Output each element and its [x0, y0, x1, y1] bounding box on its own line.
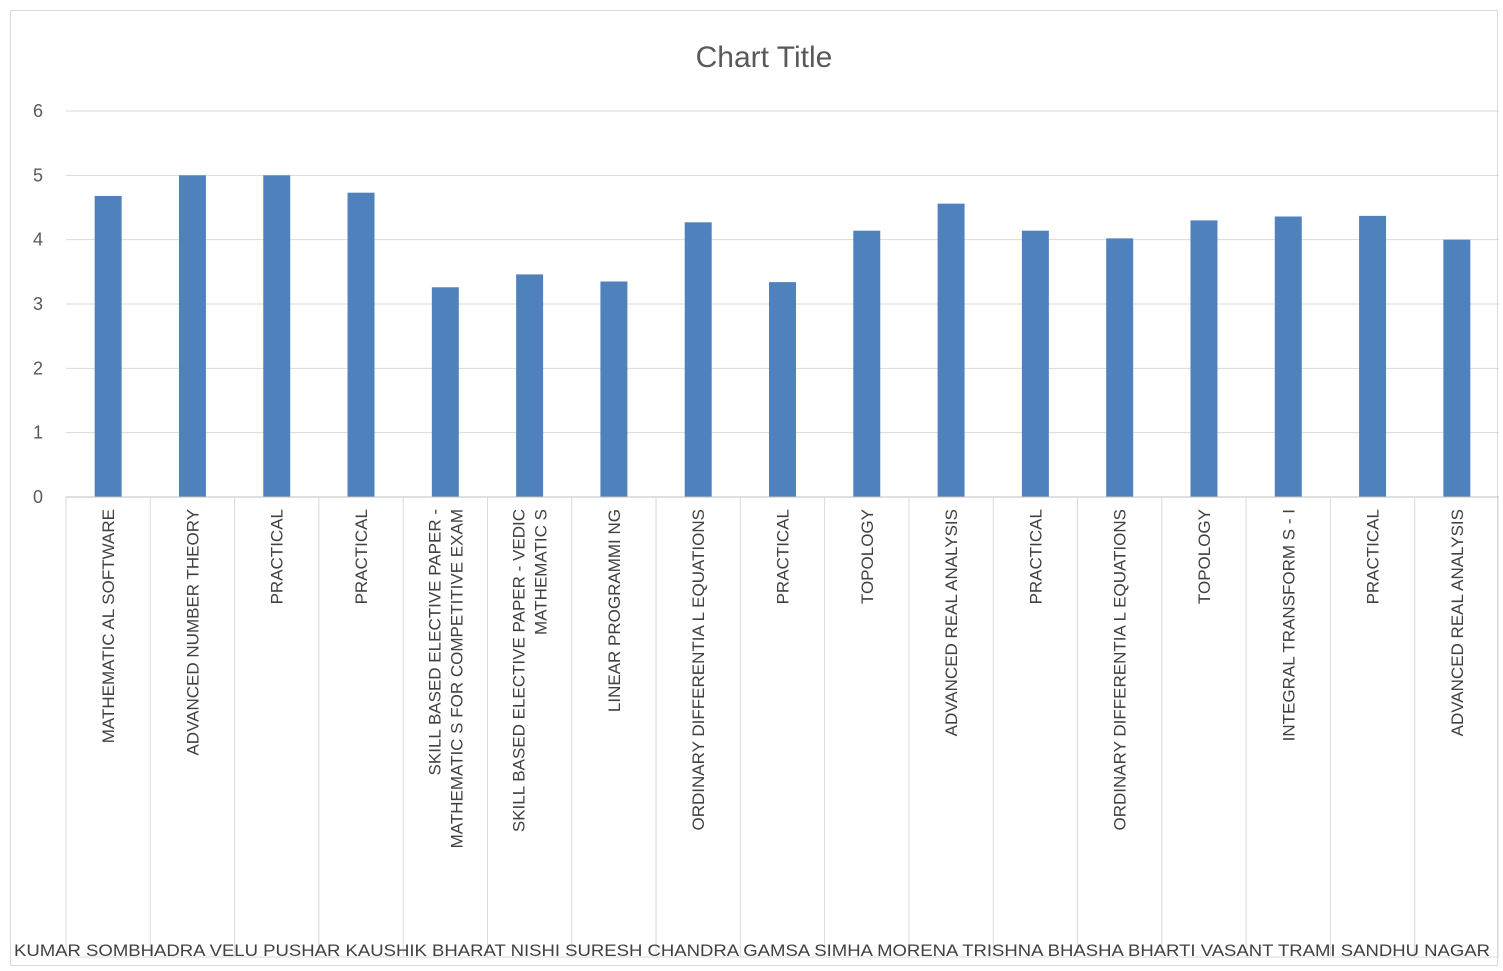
x-tick-label: LINEAR PROGRAMMI NG	[605, 509, 624, 712]
x-tick-label: TOPOLOGY	[1195, 509, 1214, 604]
chart-title: Chart Title	[696, 41, 833, 74]
bar	[937, 203, 965, 497]
bar	[431, 287, 459, 497]
x-tick-label: MATHEMATIC S	[532, 509, 551, 635]
y-tick-label: 4	[33, 230, 43, 250]
bar-chart: Chart Title 0 1 2 3 4 5 6 MATHEMATIC AL SOFTWAR…	[14, 41, 1499, 960]
bar	[600, 281, 628, 497]
bar	[178, 175, 206, 498]
bar	[1274, 216, 1302, 498]
x-tick-label: TOPOLOGY	[858, 509, 877, 604]
x-tick-label: ORDINARY DIFFERENTIA L EQUATIONS	[689, 509, 708, 830]
bar	[263, 175, 291, 498]
x-tick-label: ADVANCED REAL ANALYSIS	[1448, 509, 1467, 736]
y-tick-label: 0	[33, 487, 43, 507]
x-tick-label: PRACTICAL	[774, 509, 793, 604]
bar	[1021, 230, 1049, 497]
bar	[769, 282, 796, 497]
x-tick-label: MATHEMATIC S FOR COMPETITIVE EXAM	[447, 509, 466, 848]
y-tick-label: 2	[33, 358, 43, 378]
bar	[1106, 238, 1134, 497]
bar	[1190, 220, 1218, 497]
x-tick-label: INTEGRAL TRANSFORM S - I	[1279, 509, 1298, 741]
x-tick-label: SKILL BASED ELECTIVE PAPER -	[425, 509, 444, 775]
bar	[347, 192, 375, 497]
x-tick-label: MATHEMATIC AL SOFTWARE	[99, 509, 118, 743]
x-tick-label: PRACTICAL	[1026, 509, 1045, 604]
x-tick-label: PRACTICAL	[268, 509, 287, 604]
bar	[94, 195, 122, 498]
category-group-labels: KUMAR SOMBHADRA VELU PUSHAR KAUSHIK BHAR…	[14, 941, 1490, 960]
x-tick-label: ORDINARY DIFFERENTIA L EQUATIONS	[1111, 509, 1130, 830]
bar	[1443, 239, 1471, 497]
x-tick-label: ADVANCED REAL ANALYSIS	[942, 509, 961, 736]
x-tick-label: PRACTICAL	[1364, 509, 1383, 604]
x-tick-label: ADVANCED NUMBER THEORY	[183, 509, 202, 756]
bar	[516, 274, 544, 497]
bar	[684, 222, 712, 497]
x-tick-label: SKILL BASED ELECTIVE PAPER - VEDIC	[510, 509, 529, 832]
y-tick-label: 3	[33, 294, 43, 314]
y-tick-label: 6	[33, 101, 43, 121]
bar	[853, 230, 881, 497]
x-tick-label: PRACTICAL	[352, 509, 371, 604]
y-tick-label: 5	[33, 165, 43, 185]
y-tick-label: 1	[33, 423, 43, 443]
chart-area: Chart Title 0 1 2 3 4 5 6 MATHEMATIC AL SOFTWAR…	[10, 10, 1499, 966]
bar	[1359, 215, 1387, 497]
